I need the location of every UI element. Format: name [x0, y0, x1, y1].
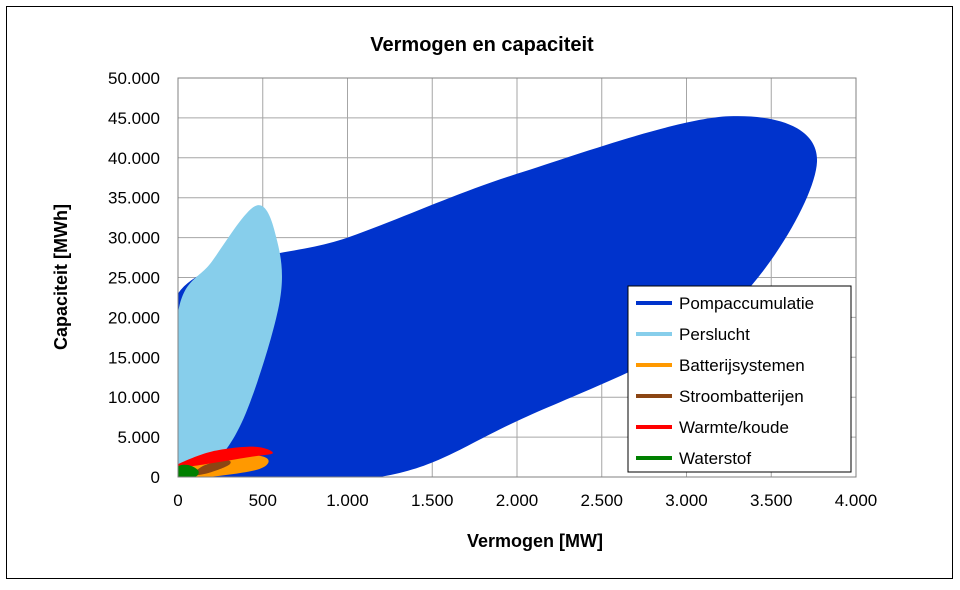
- legend-box: [627, 285, 852, 473]
- y-tick-label: 10.000: [108, 388, 160, 407]
- series-area-stroombatterijen: [189, 460, 231, 477]
- legend-label-pompaccumulatie: Pompaccumulatie: [679, 294, 814, 313]
- x-tick-label: 3.000: [665, 491, 708, 510]
- series-area-waterstof: [178, 464, 199, 477]
- y-axis-ticks: 0 5.000 10.000 15.000 20.000 25.000 30.000 35.0…: [108, 69, 160, 487]
- series-area-perslucht: [178, 205, 282, 477]
- x-tick-label: 2.500: [580, 491, 623, 510]
- legend-label-batterijsystemen: Batterijsystemen: [679, 356, 805, 375]
- y-tick-label: 45.000: [108, 109, 160, 128]
- x-tick-label: 1.000: [326, 491, 369, 510]
- series-area-warmte-koude: [178, 446, 273, 468]
- series-layer: [178, 116, 818, 477]
- x-tick-label: 4.000: [835, 491, 878, 510]
- chart-title: Vermogen en capaciteit: [370, 34, 594, 56]
- legend-label-stroombatterijen: Stroombatterijen: [679, 387, 804, 406]
- x-tick-label: 2.000: [496, 491, 539, 510]
- plot-border: [177, 77, 857, 478]
- x-tick-label: 500: [249, 491, 277, 510]
- y-tick-label: 25.000: [108, 269, 160, 288]
- y-tick-label: 40.000: [108, 149, 160, 168]
- y-tick-label: 15.000: [108, 348, 160, 367]
- y-tick-label: 35.000: [108, 189, 160, 208]
- y-tick-label: 30.000: [108, 229, 160, 248]
- x-tick-label: 1.500: [411, 491, 454, 510]
- series-area-pompaccumulatie: [178, 116, 818, 477]
- legend-label-warmte-koude: Warmte/koude: [679, 418, 789, 437]
- x-tick-label: 3.500: [750, 491, 793, 510]
- y-axis-label: Capaciteit [MWh]: [51, 204, 71, 350]
- y-tick-label: 20.000: [108, 308, 160, 327]
- legend-label-waterstof: Waterstof: [679, 449, 751, 468]
- legend-label-perslucht: Perslucht: [679, 325, 750, 344]
- legend: Pompaccumulatie Perslucht Batterijsystemen…: [627, 285, 852, 473]
- x-axis-label: Vermogen [MW]: [467, 531, 603, 551]
- x-axis-ticks: 0 500 1.000 1.500 2.000 2.500 3.000 3.500 4.000: [173, 491, 877, 510]
- y-tick-label: 5.000: [117, 428, 160, 447]
- y-tick-label: 0: [151, 468, 160, 487]
- x-tick-label: 0: [173, 491, 182, 510]
- y-tick-label: 50.000: [108, 69, 160, 88]
